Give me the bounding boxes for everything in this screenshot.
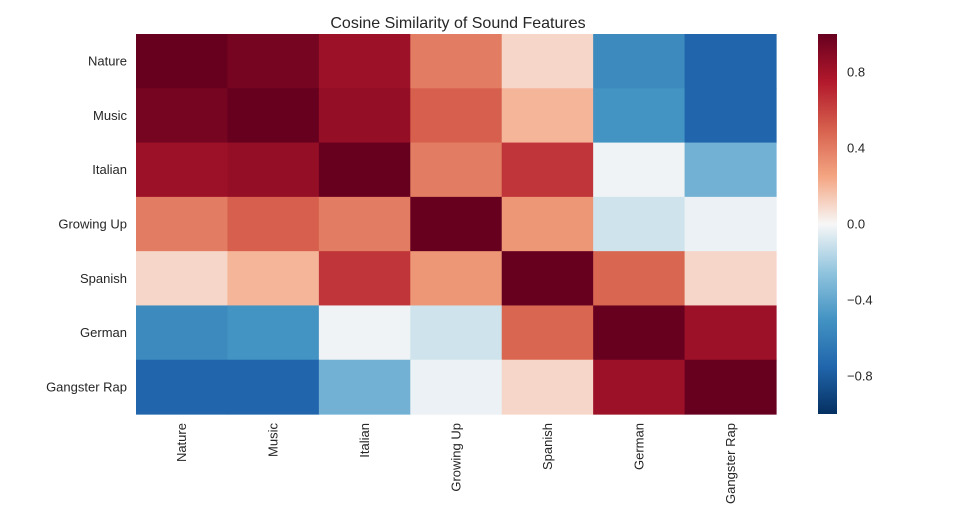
row-label: German (80, 325, 127, 340)
heatmap-cell (501, 305, 594, 361)
heatmap-cell (136, 142, 229, 198)
row-label: Italian (92, 162, 127, 177)
heatmap-cell (684, 34, 777, 89)
column-label: Gangster Rap (723, 423, 738, 504)
heatmap-cell (501, 34, 594, 89)
heatmap-cell (501, 251, 594, 307)
heatmap-cell (410, 359, 503, 415)
heatmap-cell (227, 305, 320, 361)
heatmap-cell (410, 251, 503, 307)
colorbar-tick-label: −0.4 (847, 293, 873, 308)
heatmap-cell (593, 251, 686, 307)
heatmap-cell (501, 196, 594, 252)
column-label: Growing Up (449, 423, 464, 492)
heatmap-cell (501, 88, 594, 144)
heatmap-cell (227, 88, 320, 144)
heatmap-cells (136, 34, 777, 415)
heatmap-cell (410, 142, 503, 198)
column-label: Spanish (540, 423, 555, 470)
column-label: German (631, 423, 646, 470)
heatmap-cell (227, 34, 320, 89)
heatmap-cell (318, 196, 411, 252)
colorbar-tick-label: 0.4 (847, 141, 865, 156)
colorbar-tick-label: −0.8 (847, 369, 873, 384)
colorbar-gradient (818, 34, 837, 414)
colorbar-tick-label: 0.0 (847, 217, 865, 232)
row-label: Music (93, 108, 127, 123)
heatmap-cell (410, 196, 503, 252)
heatmap-cell (593, 305, 686, 361)
column-label: Italian (357, 423, 372, 458)
heatmap-cell (318, 251, 411, 307)
row-label: Spanish (80, 271, 127, 286)
heatmap-cell (593, 359, 686, 415)
row-label: Gangster Rap (46, 379, 127, 394)
heatmap-cell (318, 359, 411, 415)
heatmap-cell (136, 196, 229, 252)
heatmap-cell (318, 34, 411, 89)
heatmap-cell (227, 142, 320, 198)
heatmap-cell (684, 88, 777, 144)
heatmap-cell (501, 142, 594, 198)
heatmap-cell (136, 305, 229, 361)
heatmap-cell (684, 196, 777, 252)
heatmap-cell (410, 34, 503, 89)
column-label: Music (266, 423, 281, 457)
heatmap-cell (318, 142, 411, 198)
heatmap-cell (684, 251, 777, 307)
heatmap-cell (136, 34, 229, 89)
heatmap-cell (593, 34, 686, 89)
heatmap-cell (593, 142, 686, 198)
heatmap-cell (227, 196, 320, 252)
heatmap-cell (318, 88, 411, 144)
heatmap-cell (684, 359, 777, 415)
colorbar: 0.8 0.4 0.0 −0.4 −0.8 (818, 34, 873, 414)
heatmap-cell (136, 251, 229, 307)
heatmap-cell (410, 88, 503, 144)
heatmap-cell (227, 359, 320, 415)
row-labels: Nature Music Italian Growing Up Spanish Germa… (46, 54, 127, 395)
heatmap-cell (136, 88, 229, 144)
column-label: Nature (174, 423, 189, 462)
heatmap-cell (684, 305, 777, 361)
colorbar-tick-label: 0.8 (847, 65, 865, 80)
heatmap-cell (318, 305, 411, 361)
chart-title: Cosine Similarity of Sound Features (330, 15, 585, 32)
row-label: Nature (88, 54, 127, 69)
heatmap-cell (410, 305, 503, 361)
row-label: Growing Up (58, 217, 127, 232)
column-labels: Nature Music Italian Growing Up Spanish Germa… (174, 423, 738, 504)
heatmap-cell (136, 359, 229, 415)
heatmap-cell (227, 251, 320, 307)
heatmap-cell (684, 142, 777, 198)
heatmap-cell (593, 88, 686, 144)
heatmap-cell (501, 359, 594, 415)
heatmap-cell (593, 196, 686, 252)
